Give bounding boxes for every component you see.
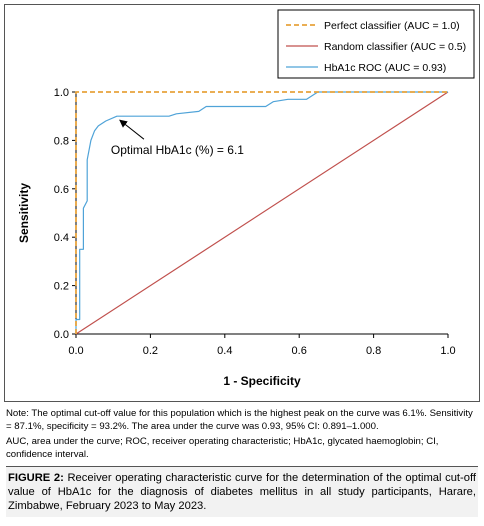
- x-tick-label: 0.8: [366, 345, 381, 357]
- legend-hba1c-roc-label: HbA1c ROC (AUC = 0.93): [324, 62, 446, 74]
- abbreviations-text: AUC, area under the curve; ROC, receiver…: [6, 436, 439, 460]
- annotation-text: Optimal HbA1c (%) = 6.1: [111, 143, 244, 157]
- y-axis-label: Sensitivity: [17, 183, 31, 243]
- legend-random-classifier-label: Random classifier (AUC = 0.5): [324, 41, 466, 53]
- legend-perfect-classifier-label: Perfect classifier (AUC = 1.0): [324, 20, 460, 32]
- x-tick-label: 0.6: [292, 345, 307, 357]
- perfect-classifier-line: [75, 91, 448, 334]
- annotation-arrow: [119, 119, 145, 140]
- x-axis-label: 1 - Specificity: [223, 374, 301, 388]
- y-tick-label: 1.0: [54, 87, 69, 99]
- x-tick-label: 0.4: [217, 345, 232, 357]
- random-classifier-line: [75, 91, 449, 335]
- chart-frame: 0.0 0.2 0.4 0.6 0.8 1.0 0.0 0.2 0.4 0.6 0.8 1.0 1 - …: [4, 4, 480, 402]
- x-tick-label: 1.0: [440, 345, 455, 357]
- y-tick-label: 0.8: [54, 135, 69, 147]
- figure-caption: FIGURE 2: Receiver operating characteris…: [6, 466, 478, 517]
- y-tick-label: 0.6: [54, 184, 69, 196]
- hba1c-roc-line: [75, 91, 448, 334]
- x-tick-label: 0.0: [68, 345, 83, 357]
- figure-caption-text: Receiver operating characteristic curve …: [8, 472, 476, 512]
- note-block: Note: The optimal cut-off value for this…: [6, 408, 478, 461]
- figure-label: FIGURE 2:: [8, 472, 64, 484]
- x-tick-label: 0.2: [143, 345, 158, 357]
- note-text: Note: The optimal cut-off value for this…: [6, 408, 473, 432]
- y-tick-label: 0.4: [54, 232, 69, 244]
- roc-chart: 0.0 0.2 0.4 0.6 0.8 1.0 0.0 0.2 0.4 0.6 0.8 1.0 1 - …: [17, 9, 475, 388]
- y-tick-label: 0.2: [54, 281, 69, 293]
- y-tick-label: 0.0: [54, 329, 69, 341]
